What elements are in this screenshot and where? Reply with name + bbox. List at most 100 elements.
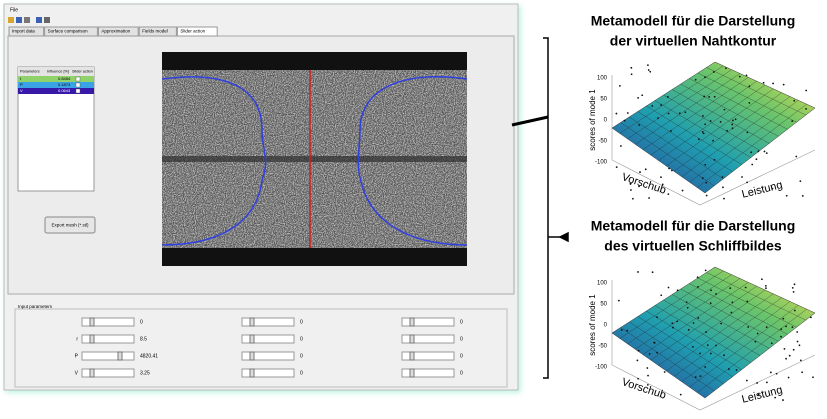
scatter-dot — [692, 346, 694, 348]
z-tick-label: 100 — [597, 281, 608, 287]
slider-thumb[interactable] — [90, 369, 94, 377]
panel-title: Metamodell für die Darstellung — [591, 13, 796, 29]
slider-thumb[interactable] — [410, 335, 414, 343]
scatter-dot — [627, 112, 629, 114]
slider-thumb[interactable] — [410, 369, 414, 377]
scatter-dot — [631, 73, 633, 75]
scatter-dot — [667, 193, 669, 195]
z-tick-label: 0 — [604, 323, 608, 329]
scatter-dot — [626, 330, 628, 332]
scatter-dot — [782, 399, 784, 401]
scatter-dot — [799, 344, 801, 346]
scatter-dot — [621, 329, 623, 331]
scatter-dot — [648, 197, 650, 199]
slider-value: 3.25 — [140, 370, 150, 376]
scatter-dot — [712, 140, 714, 142]
scatter-dot — [780, 328, 782, 330]
slider-thumb[interactable] — [118, 352, 122, 360]
scatter-dot — [703, 95, 705, 97]
table-cell: 0.8484 — [58, 76, 71, 81]
scatter-dot — [761, 278, 763, 280]
scatter-dot — [801, 371, 803, 373]
scatter-dot — [714, 96, 716, 98]
x-axis-label: Vorschub — [620, 171, 667, 197]
table-header: Influence [%] — [47, 70, 69, 74]
scatter-dot — [710, 120, 712, 122]
scatter-dot — [660, 104, 662, 106]
scatter-dot — [704, 366, 706, 368]
slider-thumb[interactable] — [250, 335, 254, 343]
slider[interactable] — [82, 352, 134, 360]
scatter-dot — [812, 376, 814, 378]
checkbox[interactable] — [76, 77, 80, 81]
z-axis-label: scores of mode 1 — [588, 294, 597, 356]
row-bg — [18, 76, 94, 82]
slider-value: 0 — [300, 370, 303, 376]
scatter-dot — [708, 96, 710, 98]
page: FileImport dataSurface comparisonApproxi… — [0, 0, 827, 414]
scatter-dot — [670, 130, 672, 132]
z-tick-label: 50 — [600, 97, 607, 103]
scatter-dot — [639, 171, 641, 173]
slider-value: 0 — [460, 336, 463, 342]
scatter-dot — [672, 327, 674, 329]
scatter-dot — [750, 151, 752, 153]
scatter-dot — [746, 74, 748, 76]
scatter-dot — [630, 67, 632, 69]
slider-thumb[interactable] — [250, 369, 254, 377]
checkbox[interactable] — [76, 89, 80, 93]
slider-thumb[interactable] — [90, 335, 94, 343]
slider-value: 0 — [460, 319, 463, 325]
figure: FileImport dataSurface comparisonApproxi… — [0, 0, 827, 414]
scatter-dot — [702, 131, 704, 133]
scatter-dot — [756, 382, 758, 384]
menu-item: File — [10, 7, 18, 13]
scatter-dot — [788, 377, 790, 379]
scatter-dot — [776, 373, 778, 375]
z-tick-label: 0 — [604, 118, 608, 124]
checkbox[interactable] — [76, 83, 80, 87]
scatter-dot — [800, 359, 802, 361]
scatter-dot — [765, 285, 767, 287]
scatter-dot — [720, 121, 722, 123]
scatter-dot — [785, 326, 787, 328]
scatter-dot — [700, 375, 702, 377]
scatter-dot — [647, 64, 649, 66]
group-title: Input parameters — [18, 304, 53, 309]
scatter-dot — [732, 127, 734, 129]
slider-thumb[interactable] — [410, 352, 414, 360]
scatter-dot — [710, 353, 712, 355]
scatter-dot — [764, 151, 766, 153]
slider-thumb[interactable] — [410, 318, 414, 326]
scatter-dot — [667, 96, 669, 98]
slider-value: 0 — [300, 353, 303, 359]
scatter-dot — [664, 371, 666, 373]
row-bg — [18, 88, 94, 94]
z-tick-label: -50 — [598, 139, 607, 145]
scatter-dot — [730, 312, 732, 314]
scatter-dot — [782, 318, 784, 320]
scatter-dot — [677, 289, 679, 291]
scatter-dot — [668, 168, 670, 170]
scatter-dot — [638, 124, 640, 126]
scatter-dot — [766, 382, 768, 384]
scatter-dot — [697, 317, 699, 319]
scatter-dot — [799, 180, 801, 182]
slider-thumb[interactable] — [250, 352, 254, 360]
slider-value: 0 — [300, 319, 303, 325]
slider-thumb[interactable] — [250, 318, 254, 326]
scatter-dot — [766, 326, 768, 328]
scatter-dot — [641, 94, 643, 96]
scatter-dot — [630, 189, 632, 191]
tab-label: Import data — [12, 29, 35, 34]
slider-thumb[interactable] — [90, 318, 94, 326]
scatter-dot — [679, 112, 681, 114]
z-tick-label: -50 — [598, 344, 607, 350]
scatter-dot — [697, 276, 699, 278]
scatter-dot — [616, 113, 618, 115]
scatter-dot — [637, 271, 639, 273]
table-cell: P — [20, 82, 23, 87]
scatter-dot — [796, 331, 798, 333]
scatter-dot — [705, 269, 707, 271]
scatter-dot — [763, 82, 765, 84]
